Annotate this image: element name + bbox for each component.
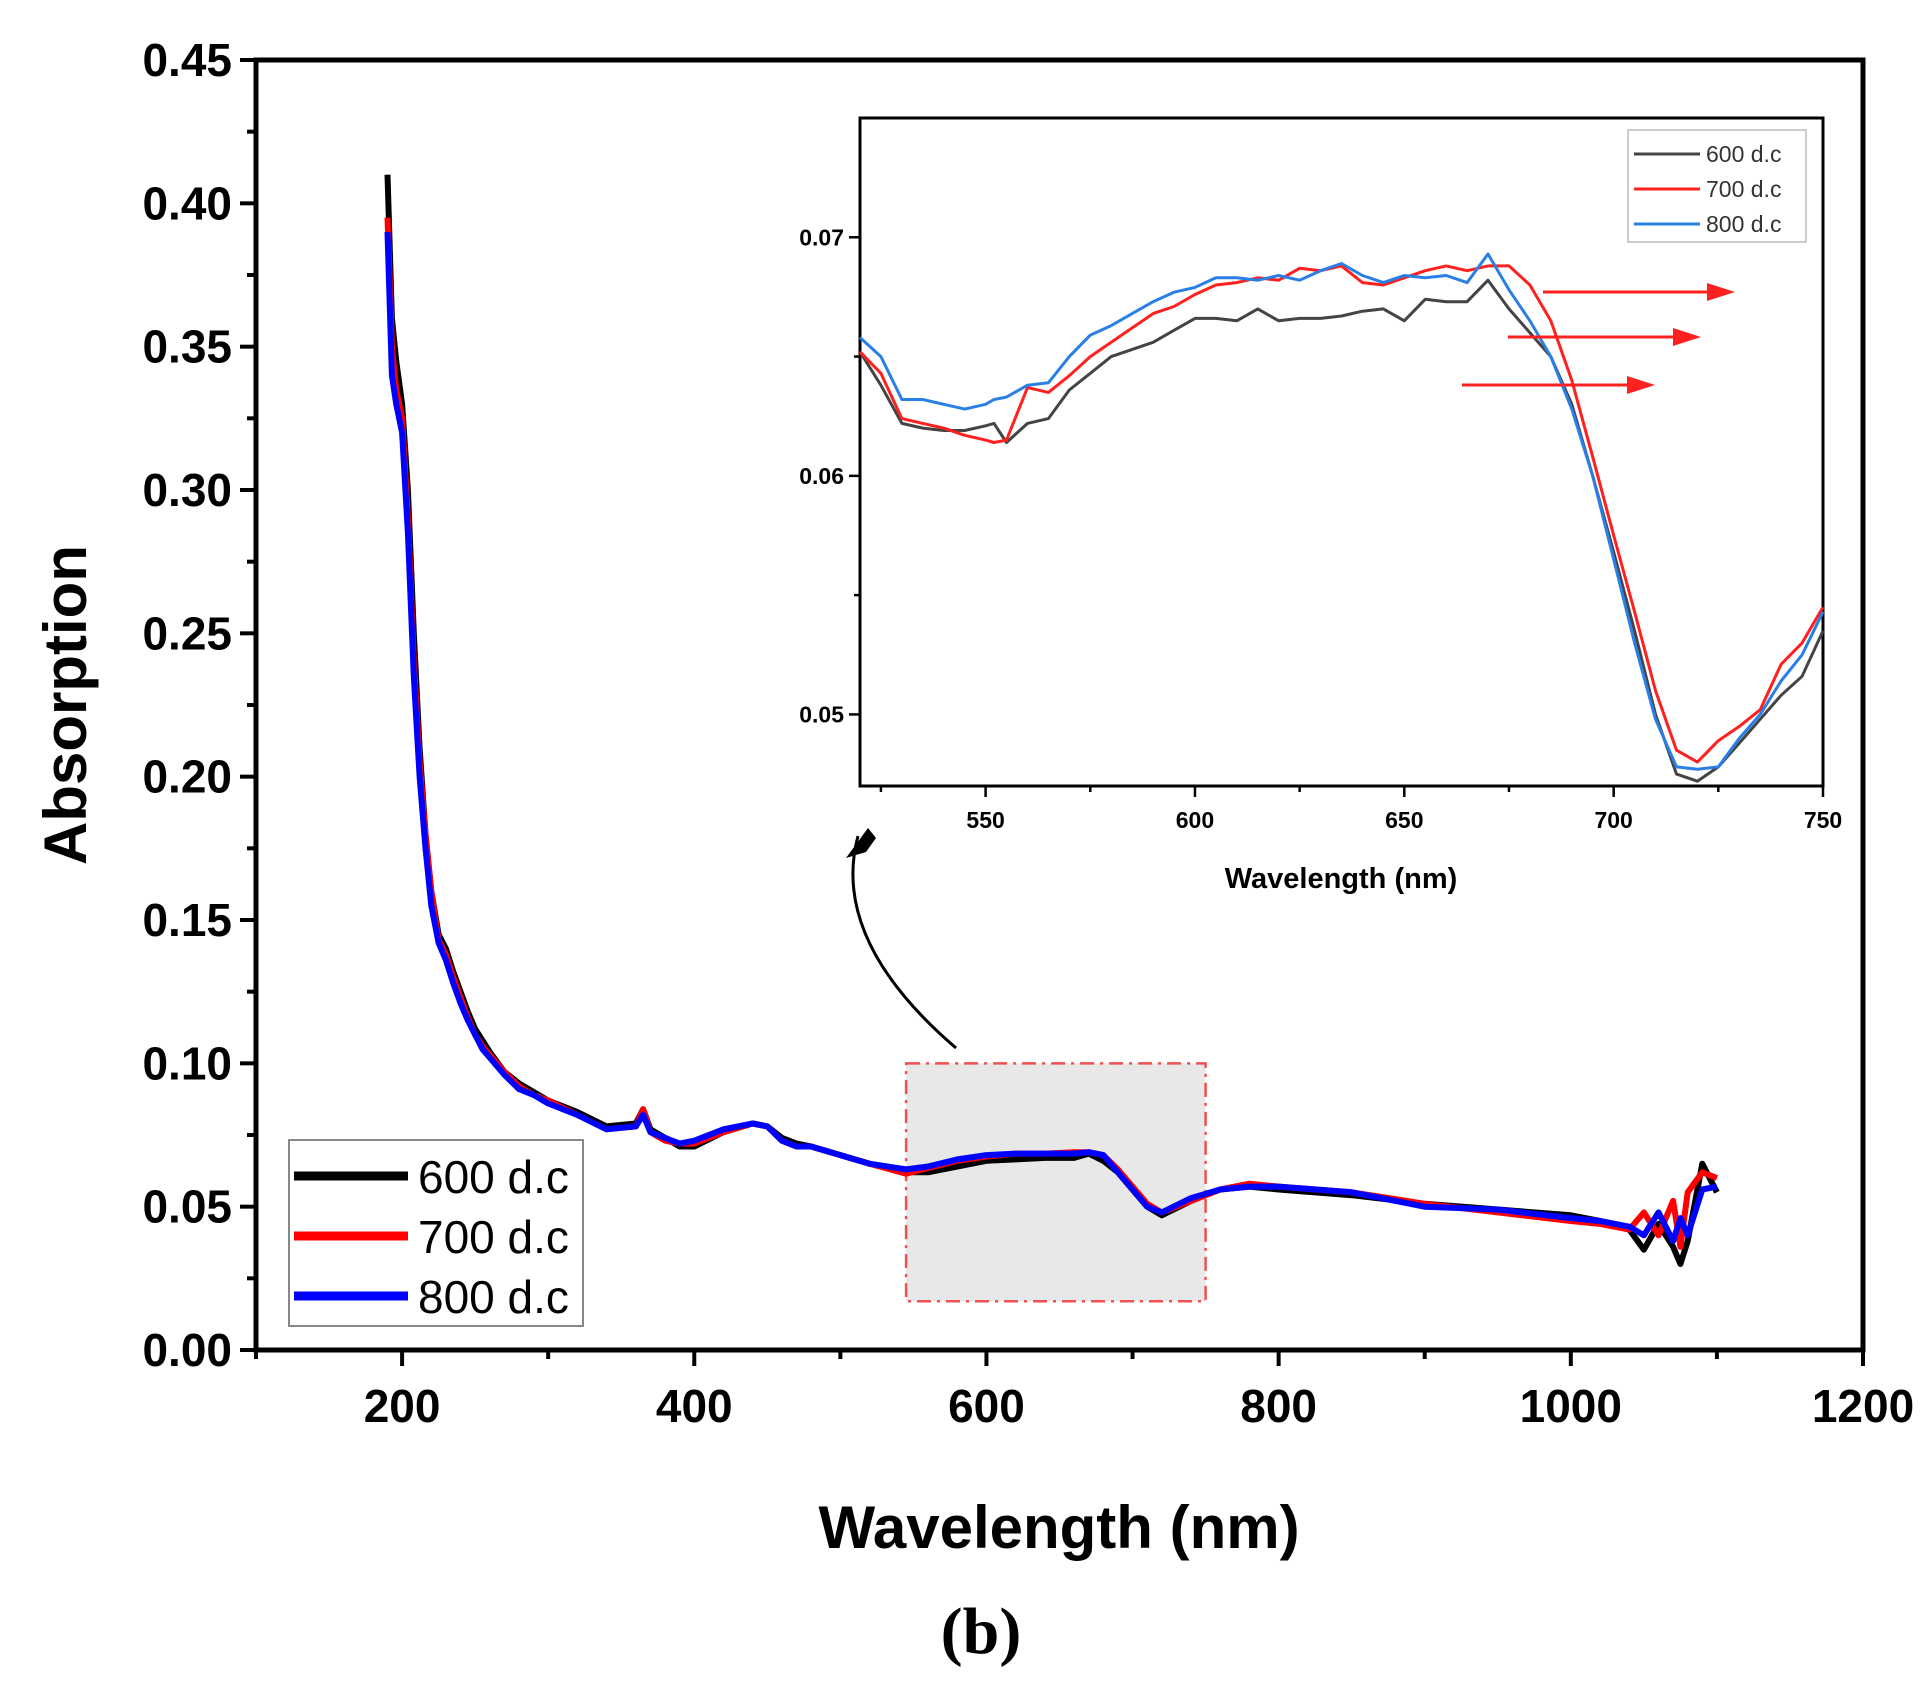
main-axis-ticks: 200 400 600 800 1000 1200 0.00 0.05 0.10 0.15 0.20…	[142, 34, 1914, 1432]
main-x-tick-label: 1200	[1812, 1380, 1914, 1432]
zoom-region-highlight	[904, 1062, 1207, 1303]
inset-legend-label-600: 600 d.c	[1706, 141, 1781, 167]
inset-x-tick-label: 650	[1385, 807, 1423, 833]
main-y-tick-label: 0.10	[142, 1037, 232, 1089]
inset-y-tick-label: 0.06	[799, 463, 844, 489]
main-legend-label-700: 700 d.c	[418, 1211, 569, 1263]
shift-arrows	[1462, 283, 1735, 394]
inset-x-axis-label: Wavelength (nm)	[1225, 863, 1458, 895]
zoom-callout-arrow	[851, 835, 957, 1050]
main-y-tick-label: 0.45	[142, 34, 232, 86]
main-y-tick-label: 0.05	[142, 1181, 232, 1233]
inset-y-tick-label: 0.07	[799, 224, 844, 250]
main-x-tick-label: 1000	[1520, 1380, 1622, 1432]
main-x-axis-label: Wavelength (nm)	[818, 1494, 1299, 1561]
inset-x-tick-label: 700	[1594, 807, 1632, 833]
main-legend-label-800: 800 d.c	[418, 1271, 569, 1323]
main-y-tick-label: 0.25	[142, 607, 232, 659]
main-y-tick-label: 0.15	[142, 894, 232, 946]
shift-arrowhead-1	[1707, 283, 1735, 301]
main-x-tick-label: 800	[1240, 1380, 1317, 1432]
inset-legend-label-700: 700 d.c	[1706, 176, 1781, 202]
inset-legend: 600 d.c 700 d.c 800 d.c	[1627, 129, 1807, 243]
main-legend: 600 d.c 700 d.c 800 d.c	[288, 1139, 584, 1327]
inset-x-tick-label: 750	[1804, 807, 1842, 833]
main-y-tick-label: 0.35	[142, 321, 232, 373]
main-y-tick-label: 0.20	[142, 751, 232, 803]
inset-axis-ticks: 550 600 650 700 750 0.05 0.06 0.07	[799, 224, 1842, 833]
main-series-line-3	[384, 231, 1718, 1245]
main-y-tick-label: 0.30	[142, 464, 232, 516]
main-legend-label-600: 600 d.c	[418, 1151, 569, 1203]
inset-x-tick-label: 550	[966, 807, 1004, 833]
inset-series-lines	[858, 252, 1825, 783]
inset-y-tick-label: 0.05	[799, 701, 844, 727]
shift-arrowhead-3	[1627, 376, 1655, 394]
main-y-tick-label: 0.00	[142, 1324, 232, 1376]
zoom-callout-arrowhead	[846, 828, 876, 858]
main-series-lines	[384, 174, 1720, 1267]
inset-series-line-3	[858, 252, 1825, 771]
main-y-axis-label: Absorption	[32, 545, 99, 865]
shift-arrowhead-2	[1673, 328, 1701, 346]
inset-legend-label-800: 800 d.c	[1706, 211, 1781, 237]
inset-x-tick-label: 600	[1176, 807, 1214, 833]
main-x-tick-label: 600	[948, 1380, 1025, 1432]
main-x-tick-label: 200	[364, 1380, 441, 1432]
panel-label: (b)	[941, 1595, 1022, 1668]
main-y-tick-label: 0.40	[142, 177, 232, 229]
main-x-tick-label: 400	[656, 1380, 733, 1432]
